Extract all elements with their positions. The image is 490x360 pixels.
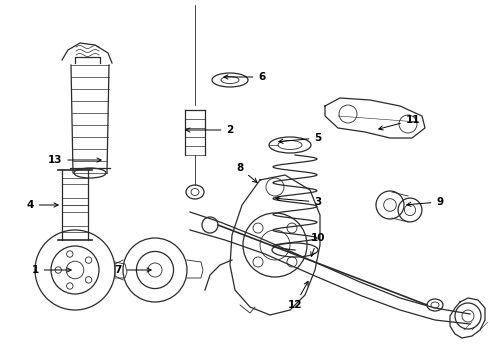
Text: 3: 3	[276, 197, 321, 207]
Text: 7: 7	[114, 265, 151, 275]
Text: 12: 12	[288, 282, 308, 310]
Text: 5: 5	[279, 133, 321, 143]
Text: 9: 9	[407, 197, 443, 207]
Text: 11: 11	[379, 115, 420, 130]
Text: 4: 4	[26, 200, 58, 210]
Text: 1: 1	[31, 265, 71, 275]
Text: 8: 8	[236, 163, 257, 183]
Text: 2: 2	[186, 125, 234, 135]
Text: 10: 10	[311, 233, 325, 256]
Text: 6: 6	[224, 72, 266, 82]
Text: 13: 13	[48, 155, 101, 165]
